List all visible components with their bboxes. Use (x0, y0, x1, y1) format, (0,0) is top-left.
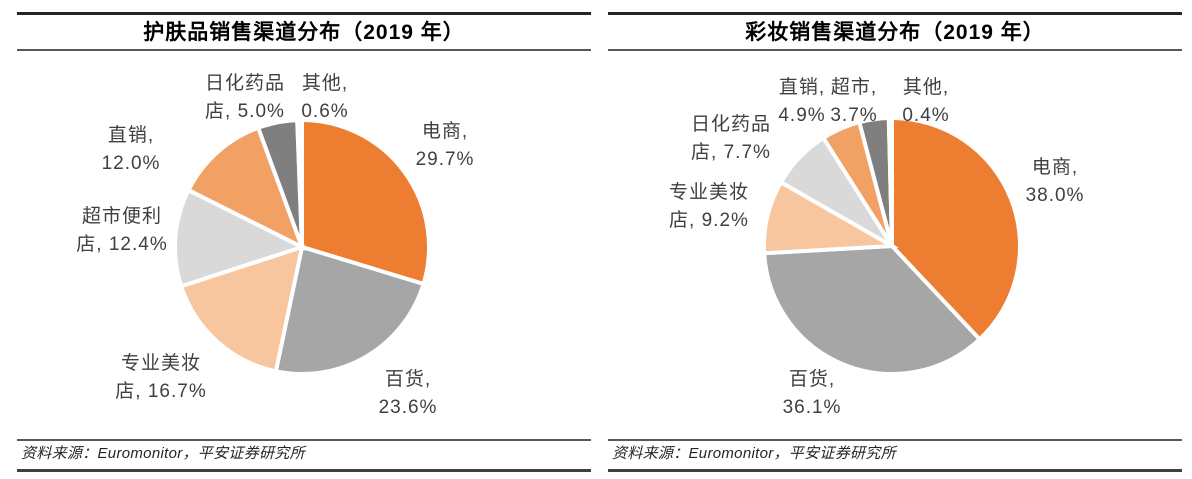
label-line: 专业美妆 (668, 182, 750, 203)
title-underline-rule (17, 49, 591, 51)
label-line: 专业美妆 (120, 353, 201, 374)
label-line: 店, 9.2% (669, 210, 749, 231)
bottom-rule (17, 469, 591, 472)
makeup-slice-ecommerce (890, 115, 1022, 343)
label-line: 百货, (788, 369, 836, 390)
makeup-pie-chart (762, 115, 1022, 376)
top-rule (608, 12, 1182, 15)
makeup-label-direct-sales: 直销, 4.9% (778, 74, 825, 130)
label-line: 23.6% (378, 397, 438, 418)
label-line: 直销, (107, 125, 155, 146)
skincare-label-beauty-store: 专业美妆店, 16.7% (115, 350, 206, 406)
skincare-chart-title: 护肤品销售渠道分布（2019 年） (143, 21, 465, 44)
label-line: 0.4% (902, 105, 950, 126)
label-line: 其他, (301, 73, 349, 94)
makeup-chart-panel: 彩妆销售渠道分布（2019 年） 资料来源：Euromonitor，平安证券研究… (608, 0, 1182, 479)
label-line: 超市便利 (81, 206, 162, 227)
skincare-slice-ecommerce (300, 117, 431, 287)
makeup-label-other: 其他, 0.4% (902, 74, 949, 130)
label-line: 百货, (384, 369, 432, 390)
skincare-pie-chart (173, 117, 431, 376)
makeup-chart-title: 彩妆销售渠道分布（2019 年） (745, 21, 1045, 44)
source-top-rule (17, 439, 591, 441)
source-note: 资料来源：Euromonitor，平安证券研究所 (612, 445, 896, 462)
label-line: 38.0% (1025, 185, 1085, 206)
title-underline-rule (608, 49, 1182, 51)
source-note: 资料来源：Euromonitor，平安证券研究所 (21, 445, 305, 462)
label-line: 店, 16.7% (115, 381, 207, 402)
makeup-label-supermarket: 超市, 3.7% (830, 74, 877, 130)
skincare-slice-direct-sales (185, 125, 306, 252)
label-line: 超市, (830, 77, 878, 98)
makeup-slice-other (886, 115, 894, 247)
label-line: 29.7% (415, 149, 475, 170)
source-top-rule (608, 439, 1182, 441)
label-line: 12.0% (101, 153, 161, 174)
makeup-label-beauty-store: 专业美妆店, 9.2% (669, 179, 749, 235)
label-line: 店, 12.4% (76, 234, 168, 255)
makeup-label-drugstore: 日化药品店, 7.7% (691, 111, 771, 167)
label-line: 3.7% (830, 105, 878, 126)
label-line: 36.1% (782, 397, 842, 418)
label-line: 0.6% (301, 101, 349, 122)
skincare-slice-supermarket-convenience (173, 187, 308, 289)
label-line: 电商, (1031, 157, 1079, 178)
skincare-label-ecommerce: 电商, 29.7% (416, 118, 475, 174)
label-line: 店, 7.7% (691, 142, 771, 163)
label-line: 电商, (421, 121, 469, 142)
bottom-rule (608, 469, 1182, 472)
label-line: 日化药品 (204, 73, 286, 94)
label-line: 4.9% (778, 105, 826, 126)
makeup-slice-department-store (762, 243, 983, 376)
label-line: 日化药品 (690, 114, 772, 135)
skincare-label-department-store: 百货, 23.6% (379, 366, 438, 422)
skincare-label-drugstore: 日化药品店, 5.0% (205, 70, 285, 126)
top-rule (17, 12, 591, 15)
makeup-label-department-store: 百货, 36.1% (783, 366, 842, 422)
skincare-slice-department-store (273, 244, 426, 376)
label-line: 店, 5.0% (205, 101, 285, 122)
label-line: 直销, (778, 77, 826, 98)
makeup-label-ecommerce: 电商, 38.0% (1026, 154, 1085, 210)
skincare-label-supermarket-convenience: 超市便利店, 12.4% (76, 203, 167, 259)
skincare-slice-other (295, 117, 304, 248)
skincare-chart-panel: 护肤品销售渠道分布（2019 年） 资料来源：Euromonitor，平安证券研… (17, 0, 591, 479)
skincare-label-direct-sales: 直销, 12.0% (102, 122, 161, 178)
skincare-label-other: 其他, 0.6% (301, 70, 348, 126)
label-line: 其他, (902, 77, 950, 98)
